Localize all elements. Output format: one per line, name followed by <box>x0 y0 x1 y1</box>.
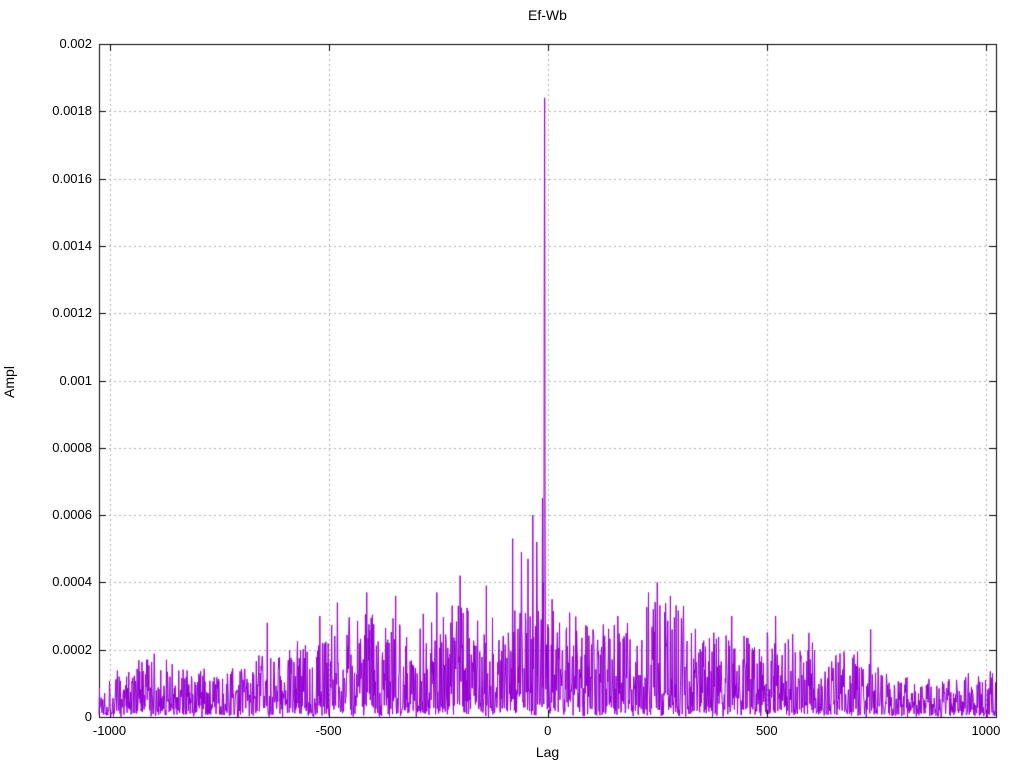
y-tick-label: 0.0018 <box>52 103 92 119</box>
y-tick-label: 0.0004 <box>52 574 92 590</box>
y-tick-label: 0.0006 <box>52 507 92 523</box>
y-tick-label: 0.0016 <box>52 170 92 186</box>
y-tick-label: 0.0014 <box>52 237 92 253</box>
y-tick-label: 0.0012 <box>52 305 92 321</box>
x-tick-label: 500 <box>755 723 778 738</box>
x-axis-label: Lag <box>535 744 560 760</box>
x-tick-label: 1000 <box>971 723 1001 738</box>
x-tick-label: -1000 <box>92 723 127 738</box>
x-tick-label: -500 <box>315 723 342 738</box>
y-tick-label: 0 <box>84 709 92 724</box>
y-tick-label: 0.0008 <box>52 439 92 455</box>
chart-title: Ef-Wb <box>528 7 567 23</box>
x-tick-label: 0 <box>544 723 552 738</box>
y-tick-label: 0.0002 <box>52 641 92 657</box>
y-tick-label: 0.001 <box>59 372 92 388</box>
y-tick-label: 0.002 <box>59 36 92 51</box>
